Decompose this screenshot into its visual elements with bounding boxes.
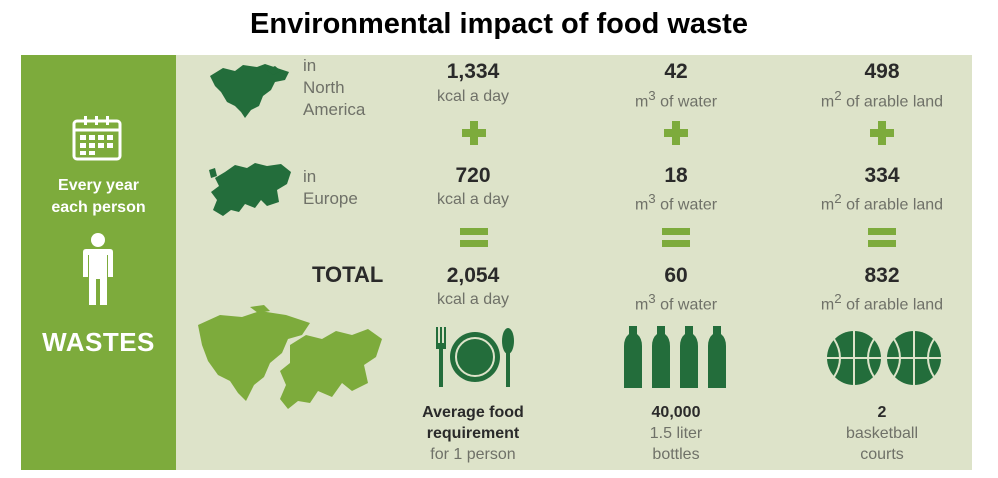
unit-m: m (820, 196, 835, 214)
unit-m: m (820, 296, 835, 314)
unit-suffix: of water (655, 93, 718, 111)
every-year-label: Every year each person (21, 175, 176, 219)
land-caption-line3: courts (860, 446, 904, 463)
bottle-icon (624, 326, 642, 388)
equals-icon (460, 228, 488, 247)
eu-water-value: 18 (664, 164, 688, 187)
na-in: in (303, 56, 317, 75)
basketball-icon (887, 331, 941, 385)
unit-sup: 2 (834, 88, 842, 103)
unit-sup: 3 (648, 291, 656, 306)
land-caption-line2: basketball (845, 425, 919, 442)
unit-m: m (634, 93, 649, 111)
basketballs-icon-group (827, 331, 941, 385)
north-america-map (210, 64, 289, 118)
na-kcal-value: 1,334 (446, 60, 500, 83)
water-caption-line3: bottles (652, 446, 700, 463)
equals-icon (868, 228, 896, 247)
plus-icon (870, 121, 894, 145)
wastes-label: WASTES (42, 327, 155, 357)
europe-label: in Europe (303, 166, 358, 210)
unit-suffix: of arable land (841, 296, 944, 314)
na-kcal-unit: kcal a day (436, 88, 510, 105)
bottles-icon-group (624, 326, 726, 388)
na-region-line1: North (303, 78, 345, 97)
north-america-label: in North America (303, 55, 365, 121)
eu-in: in (303, 167, 317, 186)
calendar-icon (72, 116, 122, 161)
land-caption-line1: 2 (877, 404, 887, 421)
unit-suffix: of arable land (841, 93, 944, 111)
na-land-value: 498 (864, 60, 900, 83)
world-map (198, 305, 382, 409)
total-water-unit: m3 of water (586, 291, 766, 314)
plus-icon (664, 121, 688, 145)
unit-suffix: of water (655, 296, 718, 314)
kcal-caption-line1: Average food (422, 404, 524, 421)
unit-m: m (820, 93, 835, 111)
total-kcal-unit: kcal a day (436, 291, 510, 308)
page-title: Environmental impact of food waste (250, 8, 748, 40)
unit-suffix: of arable land (841, 196, 944, 214)
total-land-unit: m2 of arable land (792, 291, 972, 314)
every-year-line2: each person (51, 199, 146, 216)
total-water-value: 60 (664, 264, 688, 287)
total-kcal-value: 2,054 (446, 264, 500, 287)
bottle-icon (652, 326, 670, 388)
plus-icon (462, 121, 486, 145)
eu-kcal-unit: kcal a day (436, 191, 510, 208)
infographic-panel (21, 55, 972, 470)
total-label: TOTAL (312, 262, 384, 287)
water-caption-line1: 40,000 (651, 404, 701, 421)
na-water-value: 42 (664, 60, 688, 83)
eu-region: Europe (303, 189, 358, 208)
kcal-caption-line3: for 1 person (430, 446, 516, 463)
eu-land-unit: m2 of arable land (792, 191, 972, 214)
unit-sup: 2 (834, 291, 842, 306)
unit-m: m (634, 296, 649, 314)
na-land-unit: m2 of arable land (792, 88, 972, 111)
eu-land-value: 334 (864, 164, 900, 187)
unit-suffix: of water (655, 196, 718, 214)
every-year-line1: Every year (58, 177, 139, 194)
na-water-unit: m3 of water (586, 88, 766, 111)
kcal-caption-line2: requirement (426, 425, 520, 442)
total-land-value: 832 (864, 264, 900, 287)
na-region-line2: America (303, 100, 366, 119)
land-caption: 2 basketball courts (792, 402, 972, 465)
water-caption-line2: 1.5 liter (649, 425, 703, 442)
basketball-icon (827, 331, 881, 385)
unit-sup: 3 (648, 191, 656, 206)
eu-water-unit: m3 of water (586, 191, 766, 214)
plate-icon (436, 327, 514, 387)
water-caption: 40,000 1.5 liter bottles (586, 402, 766, 465)
unit-sup: 3 (648, 88, 656, 103)
europe-map (209, 163, 291, 216)
person-icon (83, 233, 113, 305)
unit-m: m (634, 196, 649, 214)
kcal-caption: Average food requirement for 1 person (383, 402, 563, 465)
bottle-icon (708, 326, 726, 388)
unit-sup: 2 (834, 191, 842, 206)
equals-icon (662, 228, 690, 247)
bottle-icon (680, 326, 698, 388)
sidebar: Every year each person WASTES (21, 55, 176, 470)
eu-kcal-value: 720 (455, 164, 491, 187)
